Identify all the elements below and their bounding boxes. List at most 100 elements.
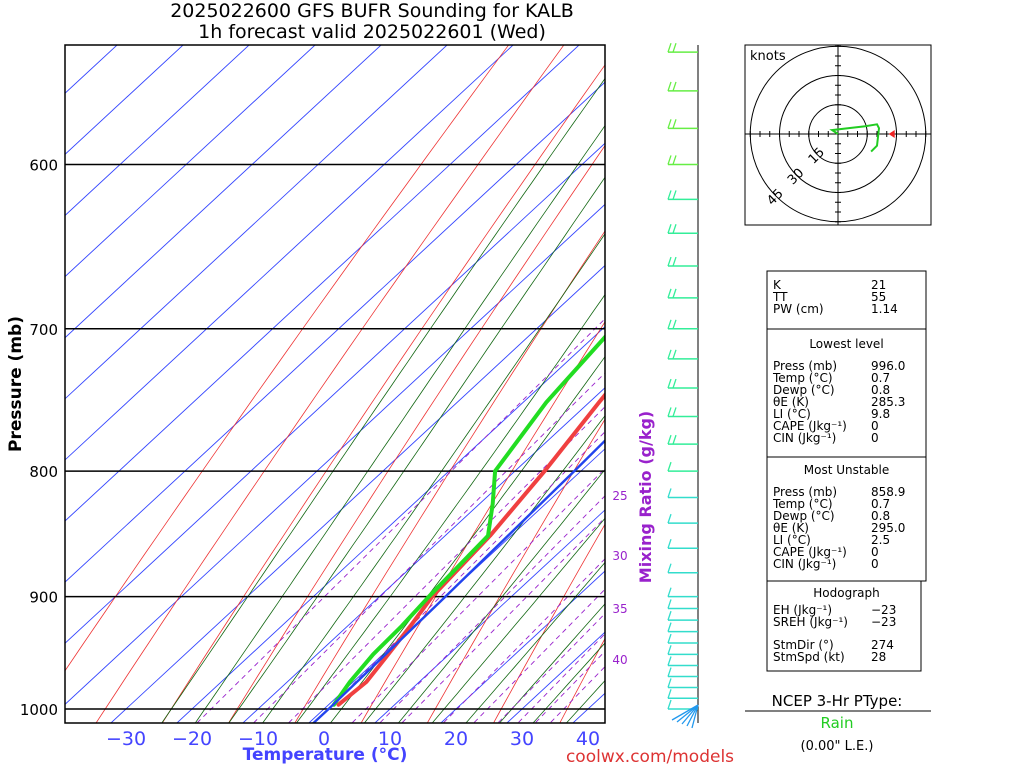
- stats-general-value: 1.14: [871, 302, 898, 316]
- mixing-ratio-line: [436, 0, 1024, 761]
- wind-barb: [668, 623, 698, 632]
- watermark: coolwx.com/models: [566, 747, 734, 767]
- stats-general-label: PW (cm): [773, 302, 824, 316]
- wind-barb: [668, 289, 698, 298]
- wind-barb: [668, 155, 698, 164]
- stats-unstable-title: Most Unstable: [804, 463, 890, 477]
- wind-barb-flag: [668, 488, 671, 497]
- wind-barb-flag: [668, 320, 671, 329]
- pressure-tick-label: 900: [29, 589, 58, 607]
- wind-barb-flag: [668, 257, 671, 266]
- wind-barb-flag: [668, 599, 671, 608]
- plot-frame: [65, 45, 605, 723]
- wind-barb-flag: [668, 539, 671, 548]
- wind-barb-flag: [668, 82, 671, 91]
- precip-type-panel: NCEP 3-Hr PType: Rain (0.00" L.E.): [745, 692, 931, 754]
- temperature-tick-label: −30: [106, 728, 146, 750]
- stats-hodo-label: SREH (Jkg⁻¹): [773, 615, 848, 629]
- mixing-ratio-tick-label: 25: [612, 489, 627, 503]
- wind-barb: [668, 43, 698, 52]
- wind-barb-flag: [673, 320, 676, 329]
- temperature-tick-label: 30: [510, 728, 534, 750]
- wind-barb-flag: [668, 190, 671, 199]
- wind-barb-flag: [668, 155, 671, 164]
- wind-barb: [668, 462, 698, 471]
- wind-barb-flag: [673, 350, 676, 359]
- stats-storm-label: StmSpd (kt): [773, 650, 845, 664]
- wind-barb: [668, 668, 698, 677]
- stats-unstable-value: 0: [871, 557, 879, 571]
- dry-adiabat-line: [937, 0, 1024, 768]
- wind-barb: [668, 190, 698, 199]
- pressure-tick-label: 700: [29, 321, 58, 339]
- wind-barb-flag: [668, 689, 671, 698]
- wind-barb: [668, 435, 698, 444]
- pressure-tick-label: 600: [29, 156, 58, 174]
- mixing-ratio-tick-label: 35: [612, 602, 627, 616]
- wind-barb: [668, 224, 698, 233]
- wind-barb: [668, 257, 698, 266]
- moist-adiabat-line: [433, 0, 1024, 761]
- dry-adiabat-line: [1004, 0, 1024, 768]
- chart-title-line1: 2025022600 GFS BUFR Sounding for KALB: [170, 0, 574, 22]
- stats-lowest-title: Lowest level: [809, 337, 883, 351]
- stats-hodo-value: −23: [871, 615, 896, 629]
- wind-barb: [668, 678, 698, 687]
- mixing-ratio-tick-label: 30: [612, 549, 627, 563]
- wind-barb-flag: [668, 462, 671, 471]
- stats-hodo-title: Hodograph: [813, 586, 879, 600]
- wind-barb: [668, 645, 698, 654]
- wind-barb-flag: [668, 514, 671, 523]
- wind-barbs: [668, 43, 698, 728]
- wind-barb-flag: [668, 645, 671, 654]
- temperature-tick-label: −20: [172, 728, 212, 750]
- wind-barb: [668, 611, 698, 620]
- stats-lowest-label: CIN (Jkg⁻¹): [773, 431, 836, 445]
- ptype-note: (0.00" L.E.): [801, 739, 874, 754]
- mixing-ratio-axis-label: Mixing Ratio (g/kg): [636, 411, 655, 583]
- wind-barb-flag: [668, 611, 671, 620]
- wind-barb: [668, 379, 698, 388]
- wind-barb-flag: [673, 224, 676, 233]
- wind-barb: [668, 588, 698, 597]
- wind-barb: [668, 539, 698, 548]
- wind-barb: [668, 119, 698, 128]
- wind-barb: [668, 320, 698, 329]
- stats-storm-value: 28: [871, 650, 886, 664]
- wind-barb-flag: [668, 43, 671, 52]
- ptype-value: Rain: [821, 714, 854, 732]
- stats-general-box: [767, 271, 926, 329]
- wind-barb-flag: [668, 224, 671, 233]
- wind-barb: [668, 656, 698, 665]
- wind-barb-flag: [673, 43, 676, 52]
- wind-barb-flag: [668, 564, 671, 573]
- wind-barb-flag: [668, 379, 671, 388]
- wind-barb-flag: [673, 119, 676, 128]
- pressure-tick-label: 1000: [20, 701, 58, 719]
- wind-barb-flag: [673, 379, 676, 388]
- isotherm-line: [455, 0, 1024, 768]
- stats-lowest-value: 0: [871, 431, 879, 445]
- wind-barb: [668, 82, 698, 91]
- x-axis-label: Temperature (°C): [243, 745, 408, 765]
- wind-barb-flag: [668, 700, 671, 709]
- wind-barb-flag: [668, 634, 671, 643]
- wind-barb: [668, 488, 698, 497]
- wind-barb: [668, 514, 698, 523]
- wind-barb-flag: [673, 190, 676, 199]
- y-axis-label: Pressure (mb): [6, 316, 26, 452]
- wind-barb-flag: [673, 82, 676, 91]
- wind-barb-flag: [673, 257, 676, 266]
- wind-barb: [668, 564, 698, 573]
- wind-barb-flag: [668, 656, 671, 665]
- wind-barb: [668, 634, 698, 643]
- wind-barb-flag: [668, 407, 671, 416]
- wind-barb-flag: [668, 119, 671, 128]
- mixing-ratio-tick-label: 40: [612, 653, 627, 667]
- ptype-title: NCEP 3-Hr PType:: [772, 692, 903, 710]
- wind-barb-flag: [668, 668, 671, 677]
